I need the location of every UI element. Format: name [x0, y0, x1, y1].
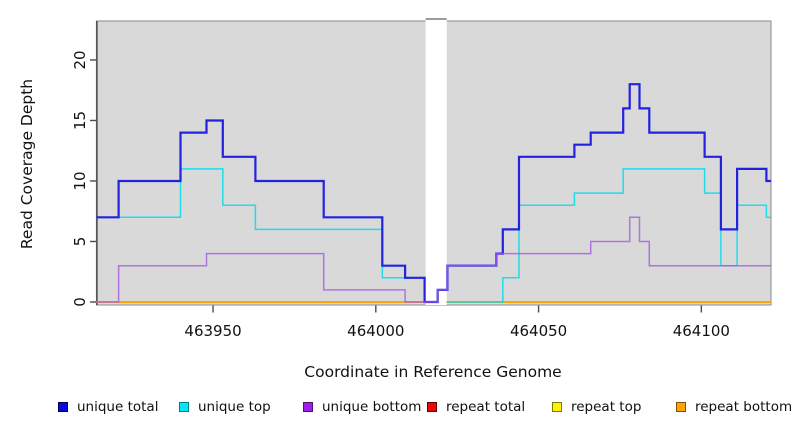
y-tick-label: 10 [71, 171, 89, 190]
x-tick-label: 464050 [510, 322, 567, 340]
legend-swatch-unique-total [58, 401, 68, 412]
legend-label: repeat bottom [695, 398, 792, 415]
legend-item-repeat-top: repeat top [552, 398, 642, 415]
legend-swatch-repeat-bottom [676, 401, 686, 412]
x-tick-label: 464000 [347, 322, 404, 340]
y-axis-title: Read Coverage Depth [18, 78, 36, 250]
legend-swatch-repeat-top [552, 401, 562, 412]
y-tick-label: 0 [71, 297, 89, 307]
legend-item-unique-bottom: unique bottom [303, 398, 422, 415]
axis-tick-labels: 463950 464000 464050 464100 0 5 10 15 20 [71, 50, 730, 340]
legend-swatch-unique-top [179, 401, 189, 412]
legend-item-unique-total: unique total [58, 398, 159, 415]
masked-region [425, 18, 447, 306]
axis-ticks [90, 59, 703, 313]
series-lines [96, 83, 771, 304]
x-tick-label: 463950 [184, 322, 241, 340]
y-tick-label: 20 [71, 50, 89, 69]
legend-item-repeat-bottom: repeat bottom [676, 398, 792, 415]
x-tick-label: 464100 [673, 322, 730, 340]
legend-label: unique total [77, 398, 159, 415]
legend-label: repeat total [446, 398, 526, 415]
legend-label: unique top [198, 398, 271, 415]
legend-item-repeat-total: repeat total [427, 398, 526, 415]
series-unique-bottom [96, 216, 771, 303]
legend-label: repeat top [571, 398, 642, 415]
legend-item-unique-top: unique top [179, 398, 271, 415]
legend-swatch-repeat-total [427, 401, 437, 412]
y-tick-label: 15 [71, 111, 89, 130]
legend-label: unique bottom [322, 398, 422, 415]
x-axis-title: Coordinate in Reference Genome [304, 363, 562, 381]
y-tick-label: 5 [71, 237, 89, 247]
legend-swatch-unique-bottom [303, 401, 313, 412]
